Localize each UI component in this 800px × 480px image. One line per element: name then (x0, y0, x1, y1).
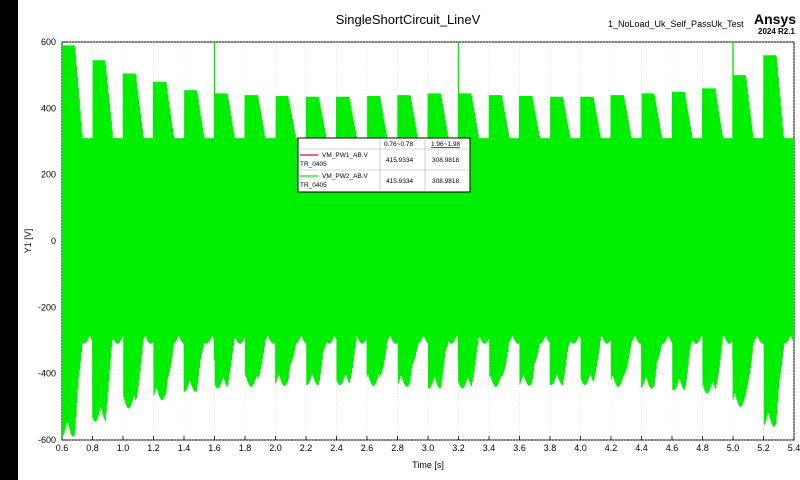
x-tick-label-6: 1.8 (239, 443, 252, 453)
legend-col2-header: 1.96~1.98 (431, 141, 460, 148)
y-tick-label-5: -400 (38, 369, 56, 379)
y-tick-label-4: -200 (38, 302, 56, 312)
legend-col1-header: 0.76~0.78 (384, 141, 413, 148)
series-line-vm-pw2[interactable] (62, 45, 794, 437)
x-tick-label-21: 4.8 (696, 443, 709, 453)
y-tick-label-6: -600 (38, 435, 56, 445)
y-tick-label-0: 600 (41, 37, 56, 47)
x-tick-label-14: 3.4 (483, 443, 496, 453)
x-tick-label-3: 1.2 (147, 443, 160, 453)
x-tick-label-0: 0.6 (56, 443, 69, 453)
y-tick-label-1: 400 (41, 103, 56, 113)
x-tick-label-8: 2.2 (300, 443, 313, 453)
x-tick-label-4: 1.4 (178, 443, 191, 453)
x-tick-label-13: 3.2 (452, 443, 465, 453)
x-tick-label-9: 2.4 (330, 443, 343, 453)
x-tick-label-5: 1.6 (208, 443, 221, 453)
x-tick-label-19: 4.4 (635, 443, 648, 453)
design-name: 1_NoLoad_Uk_Self_PassUk_Test (608, 19, 744, 29)
legend-box (297, 137, 471, 193)
chart-title: SingleShortCircuit_LineV (336, 12, 481, 27)
legend-name-pw2: VM_PW2_AB.V (322, 173, 369, 180)
x-tick-label-22: 5.0 (727, 443, 740, 453)
x-tick-label-18: 4.2 (605, 443, 618, 453)
x-tick-label-20: 4.6 (666, 443, 679, 453)
x-axis-label: Time [s] (412, 460, 444, 470)
legend-name-pw1: VM_PW1_AB.V (322, 152, 369, 159)
legend-v2-pw1: 308.9818 (432, 157, 459, 164)
legend-v2-pw2: 308.9818 (432, 178, 459, 185)
x-tick-label-24: 5.4 (788, 443, 800, 453)
y-axis-label: Y1 [V] (23, 229, 33, 254)
x-tick-label-16: 3.8 (544, 443, 557, 453)
x-tick-label-1: 0.8 (86, 443, 99, 453)
x-tick-label-10: 2.6 (361, 443, 374, 453)
x-tick-label-2: 1.0 (117, 443, 130, 453)
legend[interactable]: 0.76~0.78 1.96~1.98 VM_PW1_AB.V TR_0405 … (297, 137, 471, 193)
legend-v1-pw2: 415.9334 (386, 178, 413, 185)
y-tick-label-2: 200 (41, 170, 56, 180)
x-tick-label-17: 4.0 (574, 443, 587, 453)
legend-sub-pw1: TR_0405 (300, 161, 327, 168)
legend-v1-pw1: 415.9334 (386, 157, 413, 164)
legend-sub-pw2: TR_0405 (300, 182, 327, 189)
x-tick-label-7: 2.0 (269, 443, 282, 453)
x-tick-label-11: 2.8 (391, 443, 404, 453)
ansys-logo: Ansys (754, 11, 796, 27)
version-label: 2024 R2.1 (758, 27, 795, 36)
x-tick-label-23: 5.2 (757, 443, 770, 453)
axis-ticks: 0.6 0.8 1.0 1.2 1.4 1.6 1.8 2.0 2.2 2.4 2.6 2.8 3.0 3… (38, 37, 800, 453)
trace-group (62, 42, 794, 437)
y-tick-label-3: 0 (51, 236, 56, 246)
x-tick-label-12: 3.0 (422, 443, 435, 453)
x-tick-label-15: 3.6 (513, 443, 526, 453)
